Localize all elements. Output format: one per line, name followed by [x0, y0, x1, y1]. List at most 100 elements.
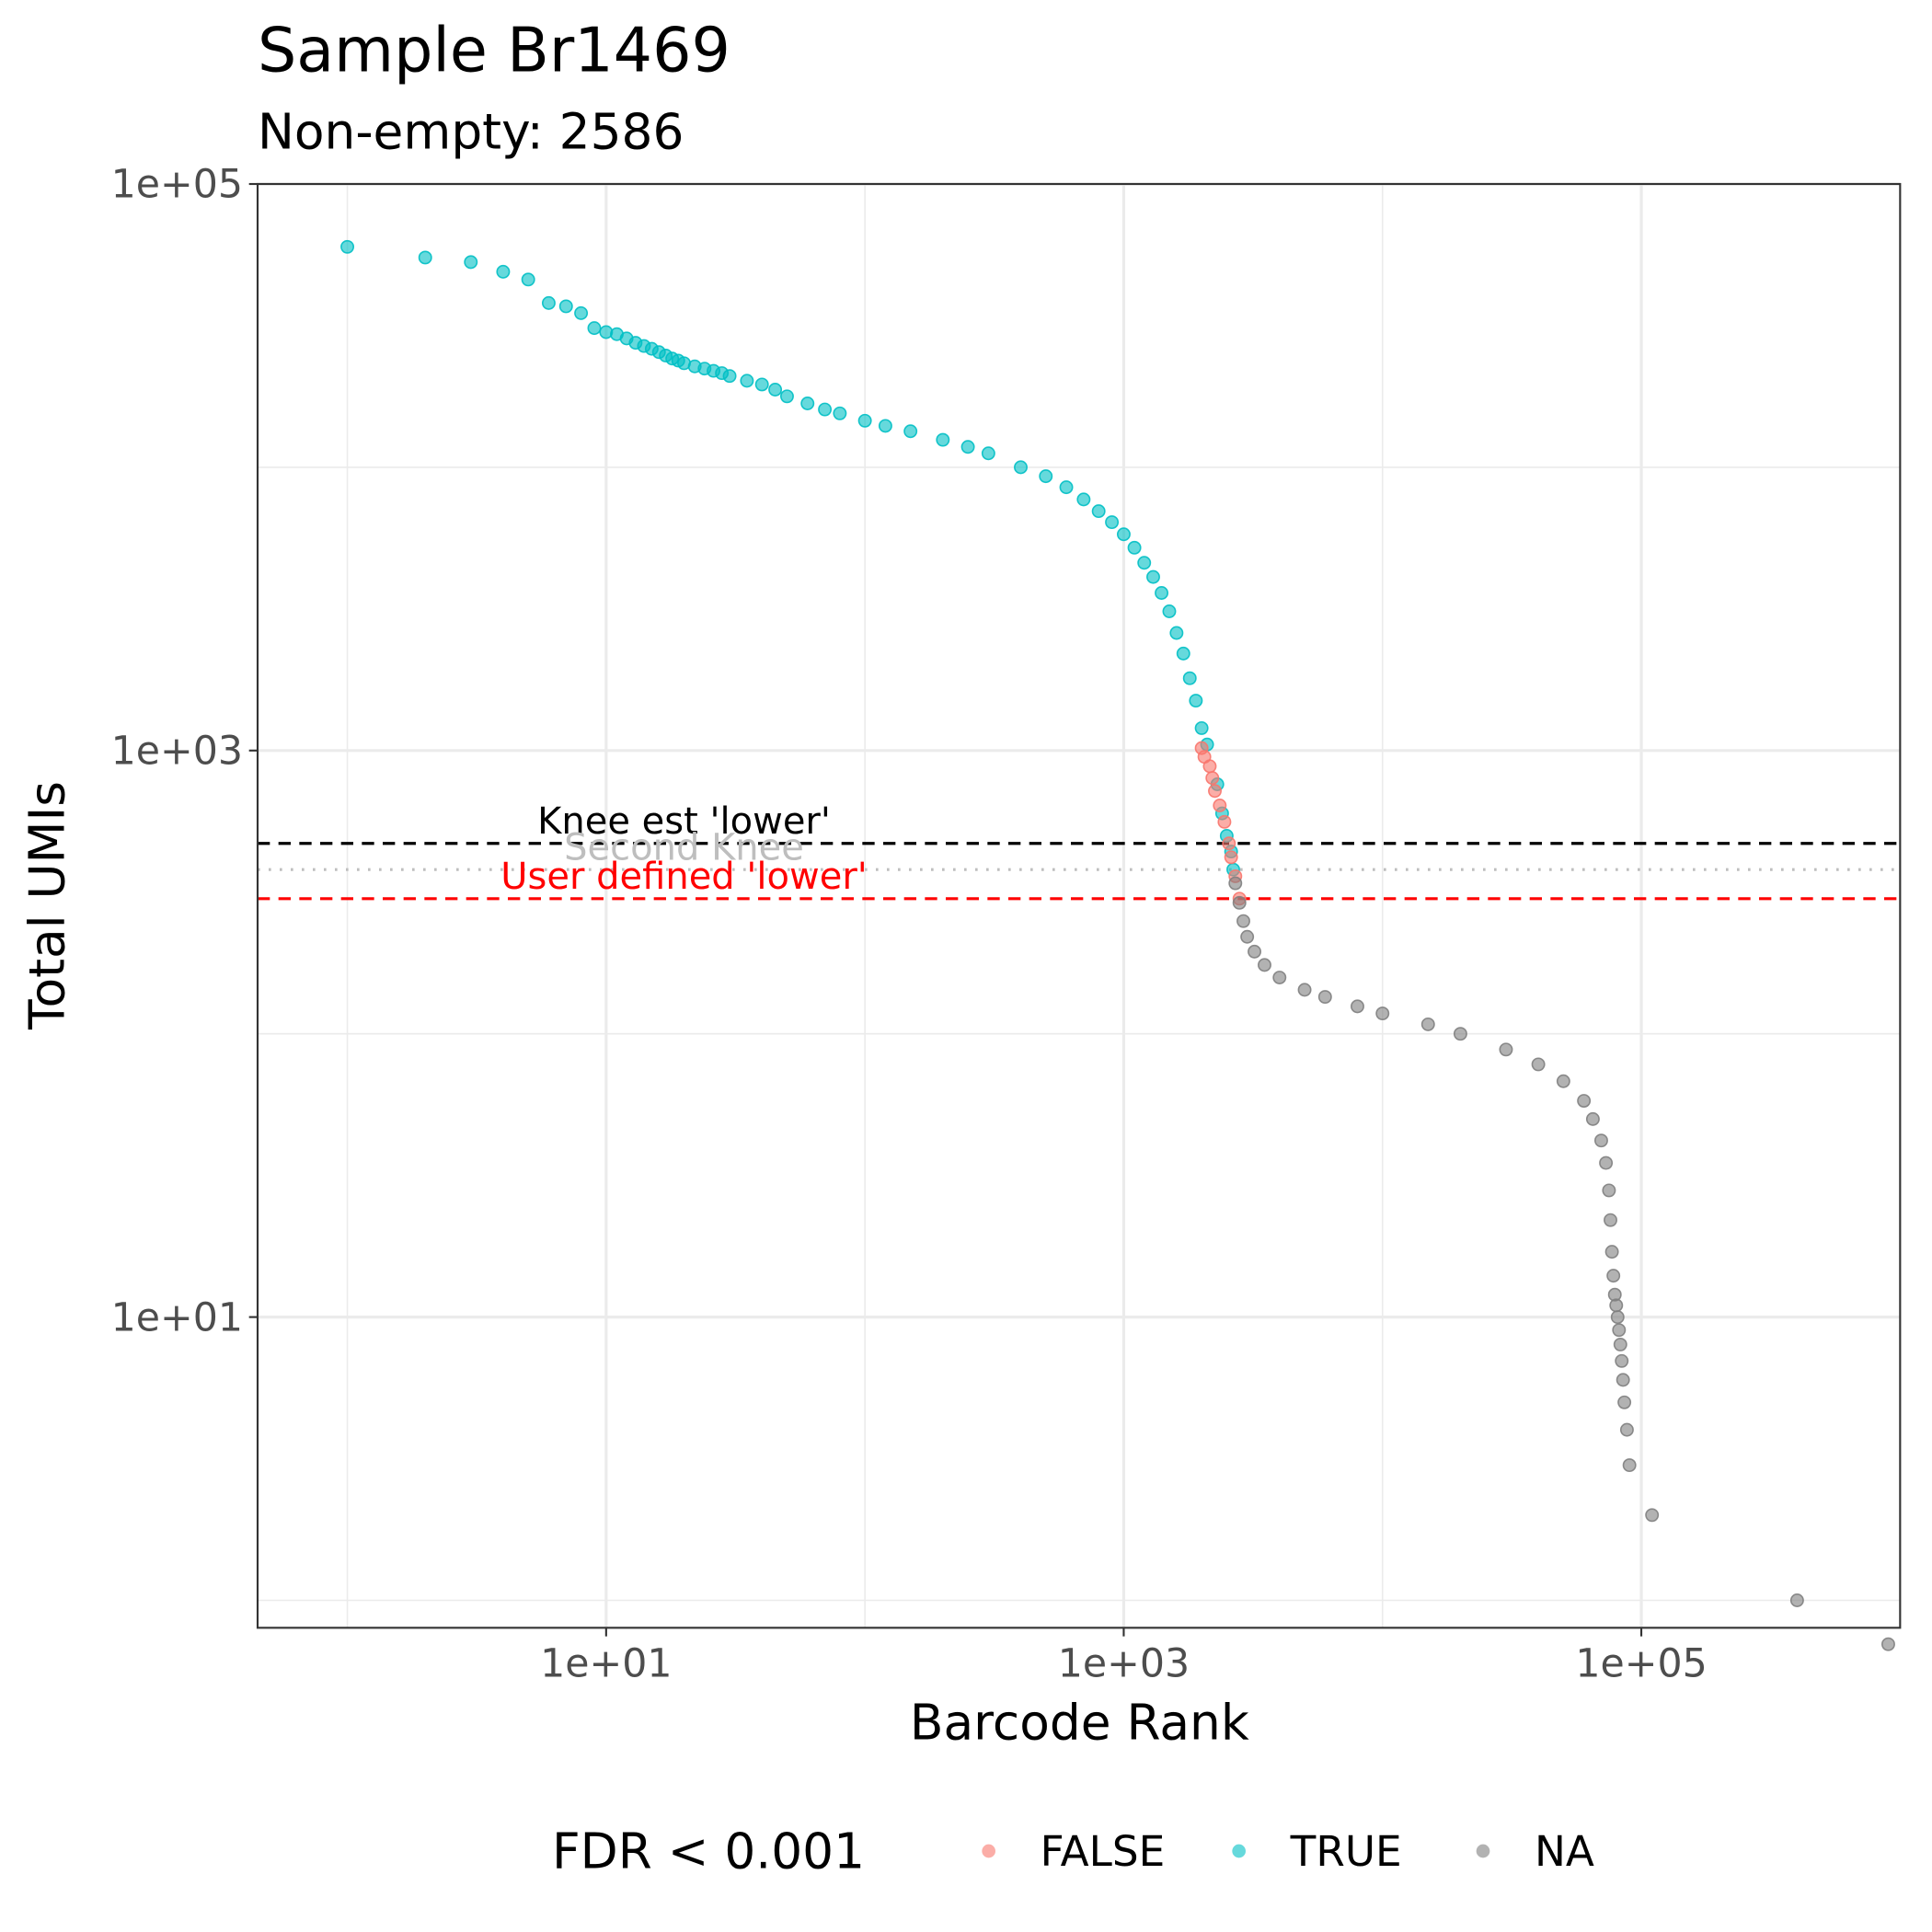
data-point — [1014, 460, 1028, 475]
data-point — [1205, 771, 1220, 786]
y-tick-label: 1e+05 — [111, 162, 243, 208]
data-point — [340, 239, 355, 254]
y-axis-title: Total UMIs — [17, 781, 75, 1030]
data-point — [1604, 1245, 1619, 1259]
data-point — [541, 295, 556, 310]
data-point — [1610, 1310, 1625, 1325]
data-point — [1616, 1373, 1630, 1387]
data-point — [1202, 759, 1217, 774]
data-point — [1499, 1042, 1513, 1057]
data-point — [1317, 990, 1332, 1005]
chart-title: Sample Br1469 — [258, 14, 730, 86]
legend-key — [1232, 1844, 1246, 1858]
data-point — [878, 419, 892, 433]
data-point — [1232, 895, 1247, 910]
data-point — [1585, 1111, 1600, 1126]
data-point — [740, 374, 754, 388]
data-point — [779, 389, 794, 404]
x-tick-label: 1e+01 — [540, 1641, 672, 1687]
data-point — [1606, 1269, 1621, 1283]
data-point — [1039, 469, 1053, 484]
x-axis-title: Barcode Rank — [910, 1694, 1249, 1752]
data-point — [1091, 504, 1106, 519]
data-point — [1604, 1213, 1617, 1227]
reference-line-label: User defined 'lower' — [500, 856, 868, 898]
data-point — [1240, 929, 1255, 944]
data-point — [521, 272, 535, 287]
reference-line-label: Second Knee — [564, 827, 804, 869]
data-point — [1351, 999, 1364, 1014]
data-point — [1137, 556, 1152, 570]
data-point — [1789, 1593, 1804, 1607]
data-point — [1162, 604, 1177, 618]
reference-line-label: Knee est 'lower' — [537, 800, 831, 843]
data-point — [1169, 626, 1184, 640]
data-point — [1258, 958, 1271, 972]
data-point — [1248, 944, 1262, 959]
data-point — [1194, 720, 1209, 735]
data-point — [768, 383, 783, 397]
data-point — [1420, 1017, 1435, 1031]
data-point — [1224, 850, 1238, 865]
data-point — [1612, 1323, 1627, 1338]
data-point — [1613, 1337, 1627, 1351]
data-point — [1615, 1353, 1629, 1368]
data-point — [1880, 1637, 1895, 1651]
data-point — [418, 250, 432, 265]
data-point — [833, 406, 847, 420]
plot-border — [256, 182, 1902, 1629]
data-point — [1189, 694, 1203, 708]
data-point — [1593, 1133, 1608, 1148]
data-point — [1146, 569, 1160, 584]
axes: 1e+01 1e+03 1e+05 1e+01 1e+03 1e+05 — [111, 162, 1708, 1687]
data-point — [1531, 1057, 1546, 1072]
data-point — [1176, 646, 1190, 661]
data-point — [800, 397, 815, 410]
data-point — [1217, 814, 1232, 829]
data-point — [464, 255, 478, 270]
data-point — [1236, 914, 1250, 928]
data-point — [1602, 1183, 1616, 1198]
data-point — [1609, 1298, 1624, 1313]
data-point — [1645, 1508, 1660, 1523]
data-point — [1076, 492, 1091, 507]
data-point — [936, 432, 950, 447]
data-point — [574, 305, 589, 320]
y-tick-label: 1e+01 — [111, 1294, 243, 1340]
data-point — [722, 369, 737, 384]
data-point — [1208, 784, 1222, 799]
data-point — [1577, 1094, 1592, 1109]
data-point — [1599, 1156, 1614, 1170]
data-point — [903, 424, 918, 439]
y-tick-label: 1e+03 — [111, 728, 243, 774]
data-point — [1182, 671, 1197, 685]
data-point — [857, 413, 872, 428]
data-point — [1617, 1395, 1632, 1409]
x-tick-label: 1e+03 — [1058, 1641, 1190, 1687]
legend: FDR < 0.001 FALSE TRUE NA — [552, 1823, 1594, 1880]
data-point — [1155, 586, 1169, 600]
data-point — [1127, 540, 1142, 555]
data-point — [1453, 1027, 1467, 1041]
legend-title: FDR < 0.001 — [552, 1823, 865, 1880]
plot-background — [258, 184, 1901, 1628]
data-point — [754, 377, 769, 392]
data-point — [1105, 515, 1120, 530]
data-point — [981, 446, 995, 461]
legend-label: TRUE — [1290, 1827, 1402, 1876]
data-point — [960, 440, 975, 454]
data-point — [496, 264, 511, 279]
data-point — [558, 299, 573, 314]
data-point — [1556, 1074, 1570, 1088]
legend-key — [1476, 1844, 1490, 1858]
data-point — [1272, 971, 1287, 984]
data-point — [818, 402, 833, 417]
x-tick-label: 1e+05 — [1575, 1641, 1707, 1687]
data-point — [1228, 876, 1243, 891]
chart-subtitle: Non-empty: 2586 — [258, 102, 684, 160]
data-points — [340, 239, 1895, 1651]
data-point — [587, 321, 602, 336]
